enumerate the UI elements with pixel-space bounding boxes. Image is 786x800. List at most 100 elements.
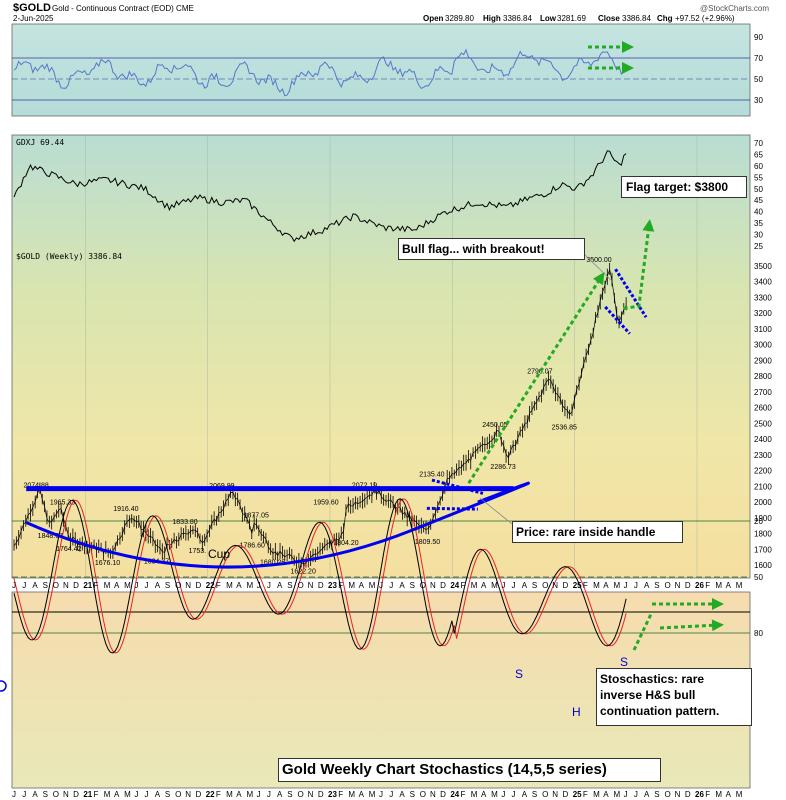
flag-line-upper	[614, 268, 648, 318]
top-axis-month-label: M	[369, 581, 376, 590]
bottom-axis-month-label: J	[12, 790, 16, 799]
bottom-axis-month-label: J	[257, 790, 261, 799]
rsi-tick-label: 50	[754, 75, 763, 84]
svg-text:Close: Close	[598, 14, 620, 23]
stoch-note-callout: Stoschastics: rare inverse H&S bull cont…	[596, 668, 752, 726]
bull-flag-callout: Bull flag... with breakout!	[398, 238, 585, 260]
top-axis-month-label: D	[440, 581, 446, 590]
price-data-label: 1877.05	[244, 512, 269, 519]
bottom-axis-month-label: 21	[83, 790, 92, 799]
bottom-axis-month-label: J	[501, 790, 505, 799]
bottom-axis-month-label: M	[736, 790, 743, 799]
bottom-axis-month-label: A	[359, 790, 365, 799]
bottom-axis-month-label: M	[124, 790, 131, 799]
bottom-axis-month-label: A	[644, 790, 650, 799]
rsi-panel	[11, 23, 751, 117]
gdxj-tick-label: 50	[754, 185, 763, 194]
bottom-axis-month-label: S	[165, 790, 170, 799]
stoch-note-line-1: Stoschastics: rare	[600, 672, 705, 686]
top-axis-month-label: M	[715, 581, 722, 590]
price-data-label: 2536.85	[552, 425, 577, 432]
gdxj-tick-label: 35	[754, 219, 763, 228]
top-axis-month-label: A	[32, 581, 38, 590]
gold-tick-label: 1700	[754, 545, 772, 554]
price-data-label: 1753.	[189, 548, 207, 555]
top-axis-month-label: 26	[695, 581, 704, 590]
bottom-axis-month-label: J	[145, 790, 149, 799]
bottom-axis-month-label: D	[563, 790, 569, 799]
top-axis-month-label: 23	[328, 581, 337, 590]
stoch-arrow-rise	[632, 611, 654, 651]
top-axis-month-label: O	[664, 581, 670, 590]
svg-text:3281.69: 3281.69	[557, 14, 586, 23]
inside-handle-callout: Price: rare inside handle	[512, 521, 683, 543]
gdxj-tick-label: 40	[754, 208, 763, 217]
bull-flag-pointer	[582, 252, 612, 281]
stoch-note-line-3: continuation pattern.	[600, 704, 720, 718]
gold-tick-label: 3100	[754, 325, 772, 334]
bottom-axis-month-label: S	[287, 790, 292, 799]
bottom-axis-month-label: S	[654, 790, 659, 799]
gdxj-tick-label: 60	[754, 162, 763, 171]
target-arrow	[623, 219, 655, 310]
symbol-title: $GOLD	[13, 2, 51, 14]
top-axis-month-label: A	[726, 581, 732, 590]
bottom-axis-month-label: M	[471, 790, 478, 799]
gold-tick-label: 2300	[754, 451, 772, 460]
price-data-label: 1764.42	[56, 546, 81, 553]
top-axis-month-label: F	[461, 581, 466, 590]
bottom-axis-month-label: F	[461, 790, 466, 799]
top-axis-month-label: N	[63, 581, 69, 590]
gdxj-line	[13, 150, 627, 243]
top-axis-month-label: A	[114, 581, 120, 590]
series-layer: 2074.88 1965.33 1848.67 1764.42 1676.10 1916.…	[13, 48, 627, 654]
top-axis-month-label: A	[481, 581, 487, 590]
top-axis-month-label: A	[155, 581, 161, 590]
bottom-axis-month-label: 25	[573, 790, 582, 799]
top-axis-month-label: F	[705, 581, 710, 590]
bottom-axis-month-label: 24	[450, 790, 459, 799]
bottom-axis-month-label: J	[389, 790, 393, 799]
bottom-axis-month-label: O	[420, 790, 426, 799]
stoch-s2-label: S	[620, 655, 628, 669]
bottom-axis-month-label: O	[664, 790, 670, 799]
top-axis-month-label: 24	[450, 581, 459, 590]
bottom-axis-month-label: N	[185, 790, 191, 799]
top-axis-month-label: A	[399, 581, 405, 590]
top-axis-month-label: J	[22, 581, 26, 590]
top-axis-month-label: 25	[573, 581, 582, 590]
gold-tick-label: 1600	[754, 561, 772, 570]
stoch-title-callout: Gold Weekly Chart Stochastics (14,5,5 se…	[278, 758, 661, 782]
top-axis-month-label: D	[685, 581, 691, 590]
top-axis-month-label: N	[430, 581, 436, 590]
top-axis-month-label: M	[104, 581, 111, 590]
top-axis-month-label: D	[73, 581, 79, 590]
bottom-axis-month-label: M	[348, 790, 355, 799]
gold-tick-label: 3000	[754, 341, 772, 350]
gold-tick-label: 3400	[754, 278, 772, 287]
svg-text:3386.84: 3386.84	[622, 14, 651, 23]
gdxj-tick-label: 55	[754, 173, 763, 182]
gold-tick-label: 3500	[754, 262, 772, 271]
bottom-axis-month-label: A	[603, 790, 609, 799]
top-axis-month-label: M	[226, 581, 233, 590]
top-axis-month-label: N	[308, 581, 314, 590]
price-data-label: 1809.50	[415, 539, 440, 546]
svg-text:Chg: Chg	[657, 14, 673, 23]
price-data-label: 1680.25	[260, 559, 285, 566]
svg-text:Low: Low	[540, 14, 557, 23]
stoch-fast-line	[13, 498, 627, 654]
bottom-axis-month-label: M	[593, 790, 600, 799]
price-data-label: 1804.20	[333, 540, 358, 547]
stoch-tick-label: 50	[754, 573, 763, 582]
top-axis-month-label: A	[522, 581, 528, 590]
bottom-axis-month-label: F	[583, 790, 588, 799]
bottom-axis-month-label: F	[705, 790, 710, 799]
gold-tick-label: 2600	[754, 404, 772, 413]
chart-date: 2-Jun-2025	[13, 14, 54, 23]
bottom-axis-month-label: M	[715, 790, 722, 799]
bottom-axis-month-label: J	[634, 790, 638, 799]
gold-tick-label: 2500	[754, 419, 772, 428]
top-axis-month-label: S	[410, 581, 415, 590]
top-axis-month-label: M	[613, 581, 620, 590]
